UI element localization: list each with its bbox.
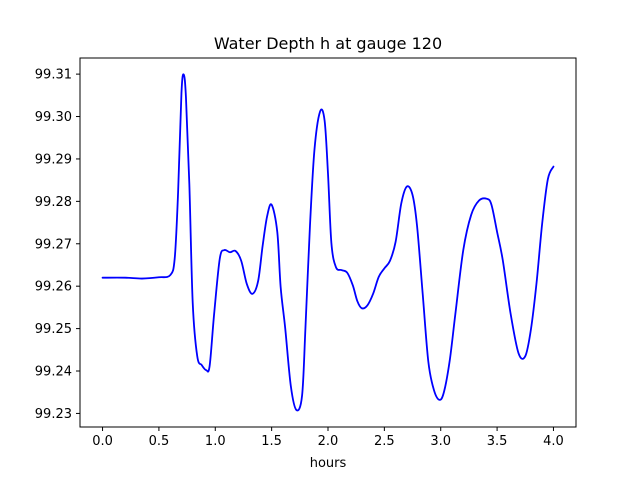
x-tick-label: 1.5 bbox=[261, 434, 282, 449]
x-axis-label: hours bbox=[310, 456, 347, 471]
x-tick-label: 3.5 bbox=[487, 434, 508, 449]
x-tick-label: 1.0 bbox=[205, 434, 226, 449]
y-tick-label: 99.30 bbox=[35, 110, 72, 125]
plot-area bbox=[101, 73, 555, 412]
chart-title: Water Depth h at gauge 120 bbox=[214, 34, 442, 53]
x-tick-label: 4.0 bbox=[543, 434, 564, 449]
y-tick-label: 99.31 bbox=[35, 68, 72, 83]
y-tick-label: 99.26 bbox=[35, 280, 72, 295]
y-tick-label: 99.25 bbox=[35, 322, 72, 337]
y-tick-label: 99.29 bbox=[35, 152, 72, 167]
x-tick-label: 0.5 bbox=[149, 434, 170, 449]
x-tick-label: 2.0 bbox=[318, 434, 339, 449]
series-line bbox=[101, 73, 555, 412]
y-tick-label: 99.28 bbox=[35, 195, 72, 210]
x-axis: 0.0 0.5 1.0 1.5 2.0 2.5 3.0 3.5 4.0 bbox=[92, 427, 564, 449]
x-tick-label: 3.0 bbox=[430, 434, 451, 449]
x-tick-label: 0.0 bbox=[92, 434, 113, 449]
x-tick-label: 2.5 bbox=[374, 434, 395, 449]
y-tick-label: 99.24 bbox=[35, 365, 72, 380]
y-tick-label: 99.27 bbox=[35, 237, 72, 252]
y-tick-label: 99.23 bbox=[35, 407, 72, 422]
y-axis: 99.23 99.24 99.25 99.26 99.27 99.28 99.29 99.30… bbox=[35, 68, 80, 422]
